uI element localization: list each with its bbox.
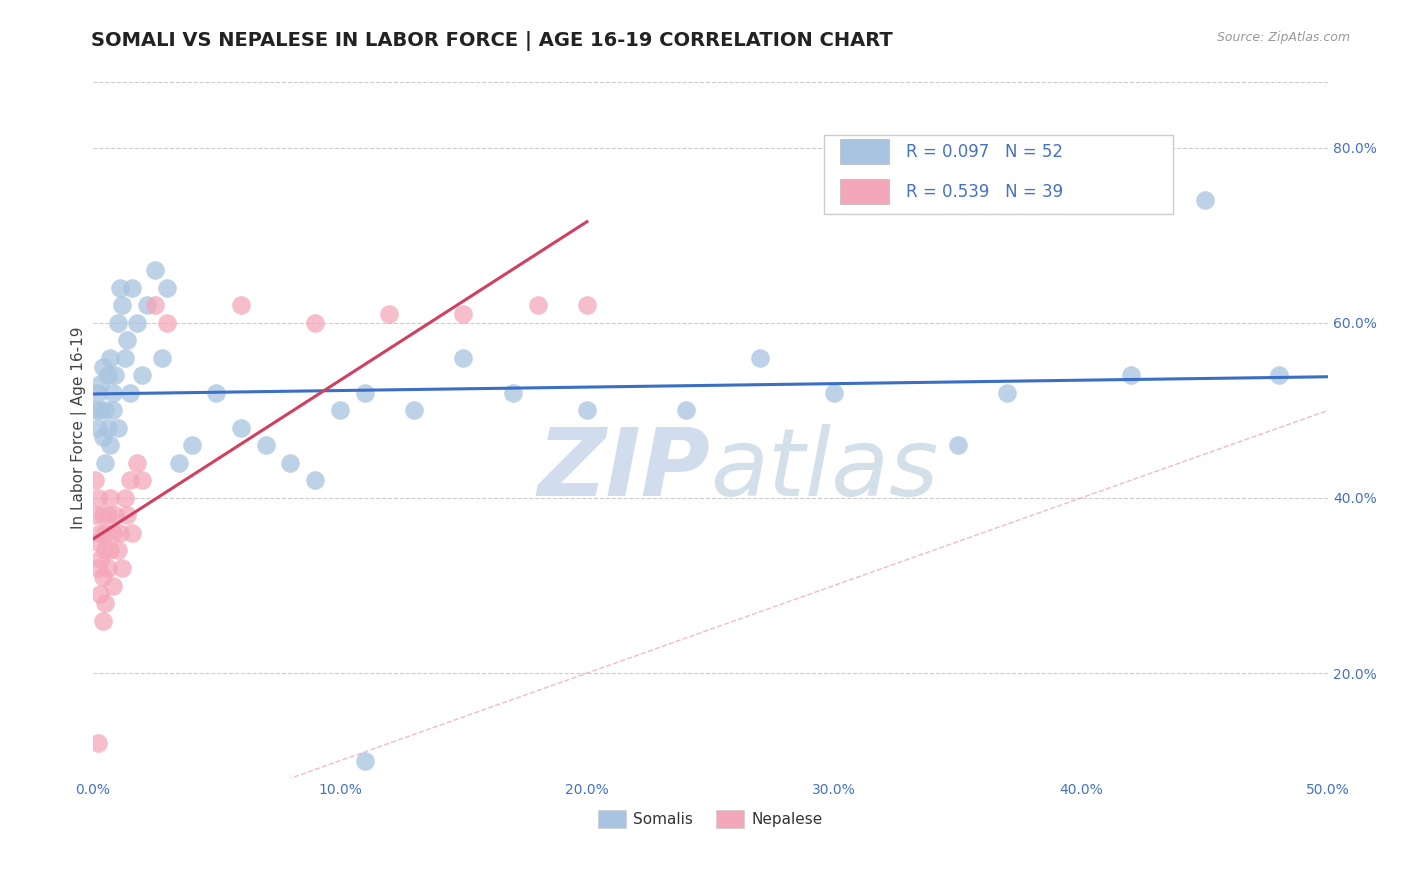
Point — [280, 456, 302, 470]
Point — [304, 316, 326, 330]
Point — [107, 421, 129, 435]
Point — [205, 385, 228, 400]
Point — [254, 438, 277, 452]
Point — [136, 298, 159, 312]
Point — [89, 403, 111, 417]
Legend: Somalis, Nepalese: Somalis, Nepalese — [592, 804, 828, 834]
Point — [1194, 193, 1216, 207]
Text: ZIP: ZIP — [537, 424, 710, 516]
Point — [118, 385, 141, 400]
Point — [111, 561, 134, 575]
Point — [229, 421, 252, 435]
Point — [87, 385, 110, 400]
Point — [98, 491, 121, 505]
Point — [94, 596, 117, 610]
Point — [304, 474, 326, 488]
Point — [84, 508, 107, 523]
Point — [108, 525, 131, 540]
Text: atlas: atlas — [710, 425, 939, 516]
Point — [995, 385, 1018, 400]
Point — [127, 456, 149, 470]
Point — [229, 298, 252, 312]
Point — [453, 307, 475, 321]
Point — [98, 351, 121, 365]
Point — [94, 543, 117, 558]
Point — [89, 525, 111, 540]
Point — [104, 508, 127, 523]
Point — [107, 543, 129, 558]
Point — [180, 438, 202, 452]
Point — [91, 614, 114, 628]
Point — [143, 263, 166, 277]
Point — [675, 403, 697, 417]
Point — [502, 385, 524, 400]
Point — [91, 508, 114, 523]
Point — [121, 525, 143, 540]
Point — [114, 351, 136, 365]
Point — [575, 298, 598, 312]
Point — [87, 736, 110, 750]
Point — [748, 351, 770, 365]
Point — [91, 570, 114, 584]
Point — [91, 429, 114, 443]
Point — [108, 281, 131, 295]
Point — [87, 421, 110, 435]
Text: Source: ZipAtlas.com: Source: ZipAtlas.com — [1216, 31, 1350, 45]
Point — [1268, 368, 1291, 383]
Point — [117, 508, 139, 523]
Point — [1119, 368, 1142, 383]
Point — [84, 474, 107, 488]
Point — [131, 368, 153, 383]
Point — [169, 456, 191, 470]
Point — [89, 377, 111, 392]
Point — [156, 316, 179, 330]
Y-axis label: In Labor Force | Age 16-19: In Labor Force | Age 16-19 — [72, 326, 87, 529]
Point — [150, 351, 173, 365]
Point — [97, 561, 120, 575]
Point — [97, 508, 120, 523]
Point — [104, 368, 127, 383]
Point — [353, 754, 375, 768]
Point — [143, 298, 166, 312]
Point — [575, 403, 598, 417]
Point — [89, 552, 111, 566]
Point — [84, 403, 107, 417]
Point — [117, 333, 139, 347]
Point — [101, 578, 124, 592]
Point — [101, 525, 124, 540]
Point — [91, 359, 114, 374]
Point — [526, 298, 548, 312]
Point — [89, 587, 111, 601]
Point — [329, 403, 352, 417]
Point — [114, 491, 136, 505]
Point — [87, 491, 110, 505]
Point — [101, 385, 124, 400]
Point — [118, 474, 141, 488]
Point — [98, 543, 121, 558]
Point — [378, 307, 401, 321]
Point — [97, 421, 120, 435]
Point — [353, 385, 375, 400]
Point — [131, 474, 153, 488]
Point — [97, 368, 120, 383]
Text: R = 0.539   N = 39: R = 0.539 N = 39 — [905, 183, 1063, 201]
Point — [107, 316, 129, 330]
Point — [94, 525, 117, 540]
Point — [127, 316, 149, 330]
Text: R = 0.097   N = 52: R = 0.097 N = 52 — [905, 143, 1063, 161]
Point — [98, 438, 121, 452]
Point — [94, 456, 117, 470]
Point — [111, 298, 134, 312]
Point — [453, 351, 475, 365]
Point — [156, 281, 179, 295]
Point — [87, 534, 110, 549]
Point — [87, 561, 110, 575]
Point — [946, 438, 969, 452]
Point — [94, 403, 117, 417]
Point — [823, 385, 845, 400]
Point — [101, 403, 124, 417]
Text: SOMALI VS NEPALESE IN LABOR FORCE | AGE 16-19 CORRELATION CHART: SOMALI VS NEPALESE IN LABOR FORCE | AGE … — [91, 31, 893, 51]
Point — [402, 403, 425, 417]
Point — [121, 281, 143, 295]
